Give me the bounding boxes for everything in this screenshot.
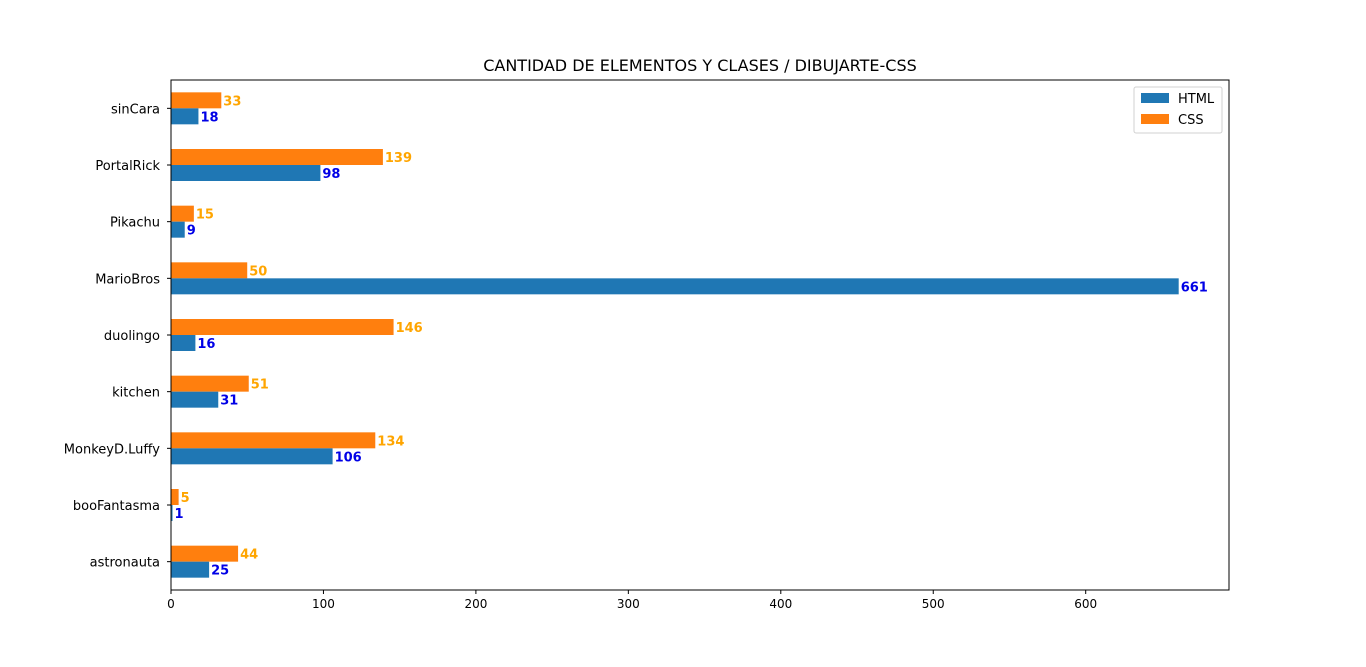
- value-label-css-boofantasma: 5: [181, 491, 190, 506]
- bar-css-pikachu: [171, 205, 194, 222]
- legend-swatch-html: [1141, 93, 1169, 103]
- legend-label-css: CSS: [1178, 113, 1204, 128]
- value-label-html-monkeyd-luffy: 106: [335, 450, 362, 465]
- value-label-css-astronauta: 44: [240, 548, 258, 563]
- bar-html-mariobros: [171, 278, 1179, 295]
- chart-title: CANTIDAD DE ELEMENTOS Y CLASES / DIBUJAR…: [483, 56, 917, 75]
- value-label-css-mariobros: 50: [249, 264, 267, 279]
- bar-html-sincara: [171, 108, 199, 125]
- value-label-html-sincara: 18: [200, 110, 218, 125]
- bar-css-duolingo: [171, 319, 394, 335]
- ytick-label-astronauta: astronauta: [90, 556, 160, 571]
- bar-css-boofantasma: [171, 489, 179, 505]
- plot-area: 3318sinCara13998PortalRick159Pikachu5066…: [64, 92, 1208, 611]
- bar-css-sincara: [171, 92, 222, 109]
- xtick-label-500: 500: [922, 597, 945, 611]
- bar-html-duolingo: [171, 335, 196, 351]
- bar-html-pikachu: [171, 221, 185, 238]
- ytick-label-kitchen: kitchen: [112, 386, 160, 401]
- ytick-label-pikachu: Pikachu: [110, 216, 160, 231]
- ytick-label-sincara: sinCara: [111, 102, 160, 117]
- xtick-label-0: 0: [167, 597, 175, 611]
- ytick-label-duolingo: duolingo: [104, 329, 160, 344]
- axes-frame: [170, 79, 1230, 591]
- bar-css-astronauta: [171, 545, 239, 562]
- bar-css-mariobros: [171, 262, 248, 279]
- ytick-label-mariobros: MarioBros: [95, 272, 160, 287]
- value-label-html-mariobros: 661: [1181, 280, 1208, 295]
- bar-html-astronauta: [171, 561, 210, 578]
- legend-label-html: HTML: [1178, 92, 1215, 107]
- xtick-label-300: 300: [617, 597, 640, 611]
- value-label-css-pikachu: 15: [196, 208, 214, 223]
- value-label-html-boofantasma: 1: [175, 507, 184, 522]
- value-label-css-kitchen: 51: [251, 378, 269, 393]
- bar-css-kitchen: [171, 375, 249, 392]
- xtick-label-400: 400: [769, 597, 792, 611]
- value-label-css-portalrick: 139: [385, 151, 412, 166]
- value-label-css-sincara: 33: [223, 94, 241, 109]
- bar-html-boofantasma: [171, 505, 173, 521]
- value-label-html-astronauta: 25: [211, 564, 229, 579]
- bar-html-monkeyd-luffy: [171, 448, 333, 465]
- bar-css-portalrick: [171, 149, 383, 165]
- value-label-html-portalrick: 98: [322, 167, 340, 182]
- ytick-label-monkeyd-luffy: MonkeyD.Luffy: [64, 442, 161, 457]
- value-label-html-kitchen: 31: [220, 394, 238, 409]
- value-label-html-duolingo: 16: [197, 337, 215, 352]
- ytick-label-portalrick: PortalRick: [95, 159, 160, 174]
- bar-css-monkeyd-luffy: [171, 432, 376, 449]
- bar-html-kitchen: [171, 391, 219, 408]
- xtick-label-600: 600: [1074, 597, 1097, 611]
- legend-swatch-css: [1141, 114, 1169, 124]
- bar-html-portalrick: [171, 165, 321, 181]
- xtick-label-100: 100: [312, 597, 335, 611]
- value-label-css-duolingo: 146: [396, 321, 423, 336]
- value-label-css-monkeyd-luffy: 134: [377, 434, 404, 449]
- xtick-label-200: 200: [464, 597, 487, 611]
- value-label-html-pikachu: 9: [187, 224, 196, 239]
- ytick-label-boofantasma: booFantasma: [73, 499, 160, 514]
- legend: HTML CSS: [1133, 86, 1223, 134]
